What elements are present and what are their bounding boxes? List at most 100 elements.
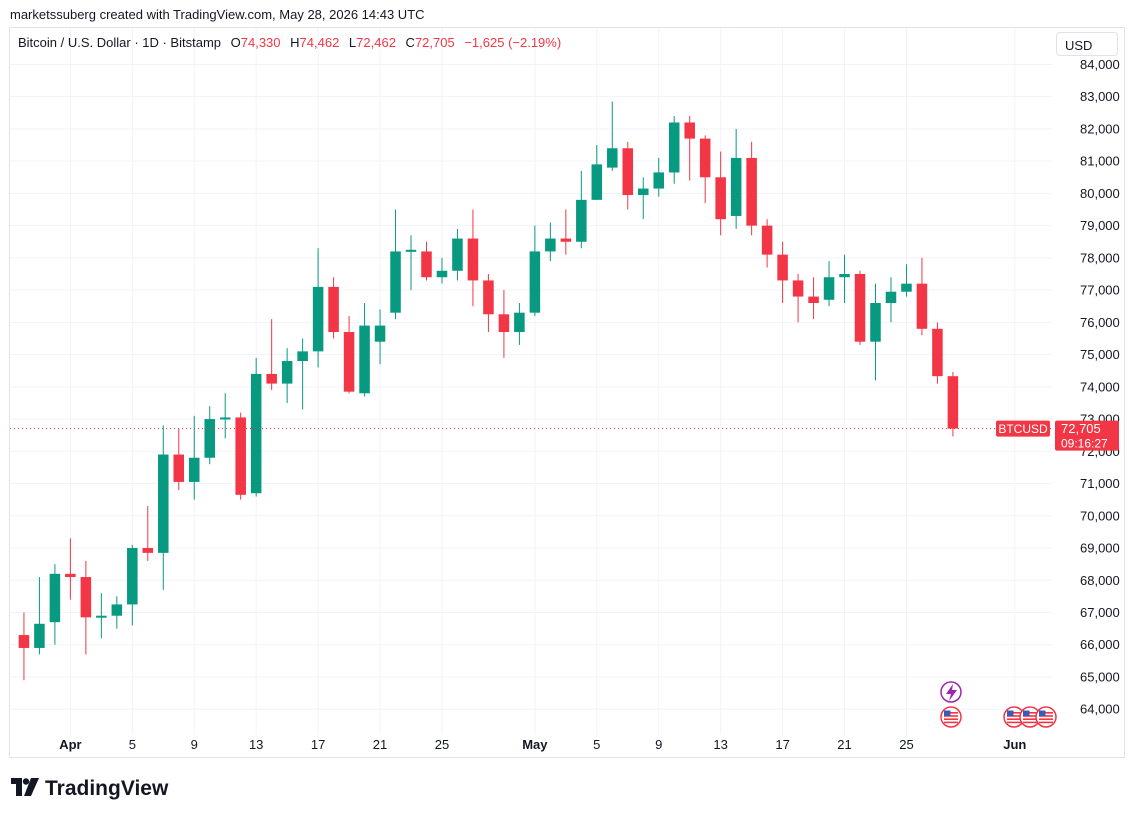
candle-up: [281, 348, 293, 403]
flag-stripe: [1039, 721, 1053, 724]
candle-up: [96, 593, 107, 639]
x-tick-label: 5: [129, 737, 136, 752]
candle-up: [34, 577, 45, 655]
x-tick-label: 9: [191, 737, 198, 752]
candle-down: [932, 322, 943, 384]
candle-up: [405, 235, 417, 291]
candle-up: [158, 425, 169, 590]
symbol-tag-label: BTCUSD: [998, 422, 1048, 436]
candle-down: [777, 241, 788, 304]
candle-up: [127, 544, 138, 626]
y-tick-label: 70,000: [1080, 508, 1120, 523]
flag-stripe: [1007, 721, 1021, 724]
candle-body: [158, 454, 169, 553]
candle-body: [281, 361, 293, 384]
candle-down: [421, 241, 432, 281]
candle-down: [467, 209, 479, 307]
candle-up: [204, 406, 215, 465]
candle-up: [219, 393, 231, 439]
candle-body: [235, 417, 246, 495]
candle-body: [730, 157, 742, 216]
candle-body: [916, 283, 928, 329]
flag-stripe: [944, 718, 958, 720]
tradingview-logo[interactable]: TradingView: [11, 776, 168, 802]
high-label: H: [290, 35, 300, 50]
candle-up: [529, 225, 541, 316]
candle-body: [96, 615, 107, 618]
x-tick-label: Jun: [1003, 737, 1026, 752]
flag-stripe: [1023, 715, 1037, 717]
candle-down: [343, 315, 355, 394]
y-tick-label: 76,000: [1080, 315, 1120, 330]
x-tick-label: 5: [593, 737, 600, 752]
candle-body: [219, 417, 231, 420]
candle-body: [591, 164, 603, 200]
y-tick-label: 79,000: [1080, 218, 1120, 233]
y-tick-label: 84,000: [1080, 57, 1120, 72]
candle-body: [188, 457, 200, 482]
candle-up: [823, 261, 835, 307]
tradingview-logo-text: TradingView: [45, 777, 169, 800]
x-tick-label: 13: [249, 737, 263, 752]
flag-canton: [1039, 710, 1046, 716]
candle-body: [111, 604, 123, 616]
candle-down: [483, 273, 494, 333]
candle-up: [637, 177, 649, 220]
candle-body: [637, 188, 649, 196]
x-tick-label: 21: [373, 737, 387, 752]
candle-down: [65, 538, 76, 600]
candle-body: [18, 635, 30, 648]
candle-body: [250, 373, 262, 494]
candle-down: [142, 506, 154, 561]
y-tick-label: 82,000: [1080, 121, 1120, 136]
flag-stripe: [1023, 712, 1037, 714]
low-label: L: [348, 35, 357, 50]
candle-body: [514, 312, 525, 333]
candle-body: [823, 277, 835, 300]
flag-stripe: [1007, 712, 1021, 714]
y-tick-label: 83,000: [1080, 89, 1120, 104]
candle-up: [359, 303, 370, 397]
flag-stripe: [1039, 715, 1053, 717]
candle-up: [668, 116, 680, 184]
x-tick-label: 9: [655, 737, 662, 752]
candle-down: [266, 319, 277, 391]
candle-body: [127, 548, 138, 605]
y-tick-label: 64,000: [1080, 702, 1120, 717]
flag-stripe: [1023, 721, 1037, 724]
price-axis: 64,000 65,000 66,000 67,000 68,000 69,000 70,0…: [1080, 57, 1120, 717]
chart-grid: [10, 28, 1052, 735]
candle-up: [111, 596, 123, 629]
flag-canton: [1023, 710, 1030, 716]
y-tick-label: 74,000: [1080, 379, 1120, 394]
y-tick-label: 68,000: [1080, 573, 1120, 588]
close-label: C: [405, 35, 415, 50]
candle-down: [916, 257, 928, 336]
candle-down: [684, 116, 695, 181]
y-tick-label: 75,000: [1080, 347, 1120, 362]
candle-body: [49, 573, 61, 623]
candle-body: [405, 249, 417, 252]
us-flag-event-icon: [1035, 706, 1057, 728]
candle-body: [343, 332, 355, 392]
us-flag-event-icon: [1003, 706, 1025, 728]
candle-up: [297, 338, 308, 410]
flag-stripe: [1039, 712, 1053, 714]
y-tick-label: 78,000: [1080, 250, 1120, 265]
candle-up: [49, 564, 61, 645]
candle-body: [854, 273, 866, 342]
x-tick-label: 21: [837, 737, 851, 752]
candle-body: [498, 314, 510, 333]
candle-body: [576, 199, 587, 242]
currency-button[interactable]: USD: [1056, 32, 1118, 56]
flag-stripe: [944, 715, 958, 717]
flag-stripe: [1039, 718, 1053, 720]
candle-body: [901, 283, 912, 292]
candle-down: [622, 141, 634, 210]
candle-up: [514, 303, 525, 345]
chart-frame: [9, 27, 1125, 758]
us-flag-event-icon: [940, 706, 962, 728]
candle-body: [421, 251, 432, 278]
